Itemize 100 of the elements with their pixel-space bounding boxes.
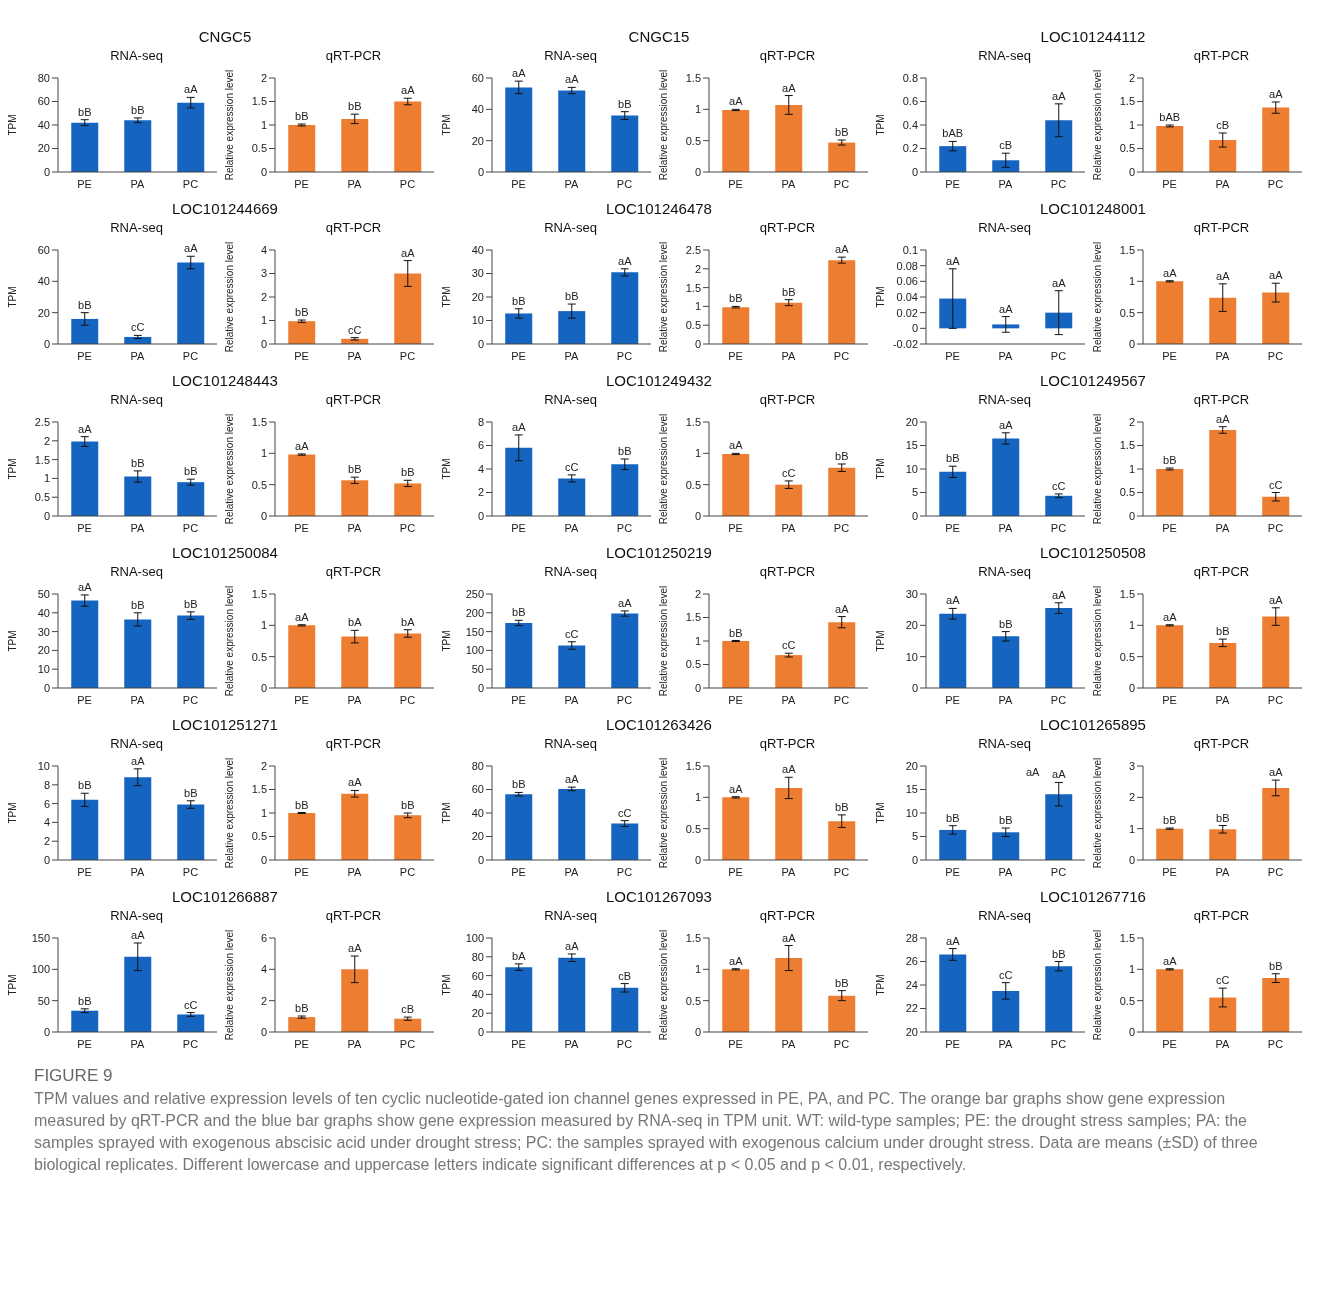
y-axis-title: Relative expression level <box>657 69 669 181</box>
data-label: bB <box>1163 814 1177 827</box>
chart-subtitle: qRT-PCR <box>324 564 383 580</box>
data-label: cC <box>131 321 145 334</box>
y-tick-label: 0 <box>911 165 918 178</box>
y-axis-title: TPM <box>6 114 18 136</box>
x-tick-label: PE <box>77 177 92 190</box>
y-tick-label: 0 <box>1128 509 1135 522</box>
x-tick-label: PE <box>77 1037 92 1050</box>
data-label: aA <box>78 580 93 593</box>
y-axis-title: TPM <box>440 974 452 996</box>
y-tick-label: 0 <box>260 165 267 178</box>
y-tick-label: 0.5 <box>685 319 701 332</box>
bar <box>1262 616 1290 688</box>
data-label: bB <box>78 105 92 118</box>
y-tick-label: 0.02 <box>896 306 918 319</box>
data-label: aA <box>1052 588 1067 601</box>
x-tick-label: PA <box>998 1037 1014 1050</box>
y-tick-label: 0.5 <box>251 830 267 843</box>
x-tick-label: PC <box>1050 1037 1067 1050</box>
y-tick-label: 20 <box>905 1025 918 1038</box>
y-tick-label: 1 <box>1128 118 1135 131</box>
y-tick-label: 1.5 <box>685 759 701 772</box>
chart-subtitle: RNA-seq <box>109 564 164 580</box>
x-tick-label: PA <box>781 1037 797 1050</box>
y-tick-label: 0.5 <box>1119 142 1135 155</box>
bar <box>611 272 639 344</box>
y-tick-label: 20 <box>905 759 918 772</box>
x-tick-label: PA <box>347 177 363 190</box>
data-label: aA <box>999 302 1014 315</box>
bar <box>1209 829 1237 860</box>
y-tick-label: 1 <box>260 118 267 131</box>
bar <box>1262 978 1290 1032</box>
y-tick-label: 0.5 <box>1119 650 1135 663</box>
bar <box>1045 495 1073 516</box>
data-label: aA <box>184 242 199 255</box>
y-tick-label: 0.04 <box>896 290 918 303</box>
x-tick-label: PC <box>1267 1037 1284 1050</box>
data-label: cC <box>565 460 579 473</box>
x-tick-label: PE <box>728 865 743 878</box>
y-tick-label: 40 <box>37 275 50 288</box>
data-label: cB <box>1216 118 1230 131</box>
y-axis-title: TPM <box>6 458 18 480</box>
chart-title: CNGC15 <box>627 28 691 45</box>
y-tick-label: 0 <box>694 853 701 866</box>
y-tick-label: 10 <box>905 806 918 819</box>
y-tick-label: 2 <box>43 434 50 447</box>
chart-subtitle: RNA-seq <box>543 736 598 752</box>
y-tick-label: 1.5 <box>1119 439 1135 452</box>
chart-subtitle: qRT-PCR <box>1192 564 1251 580</box>
bar <box>611 987 639 1032</box>
y-tick-label: 0.5 <box>1119 306 1135 319</box>
y-tick-label: 0.5 <box>685 822 701 835</box>
x-tick-label: PC <box>616 177 633 190</box>
y-tick-label: 10 <box>905 650 918 663</box>
y-tick-label: 0 <box>911 509 918 522</box>
y-tick-label: 1 <box>694 447 701 460</box>
chart-subtitle: qRT-PCR <box>758 564 817 580</box>
bar <box>71 600 99 688</box>
bar <box>124 619 152 688</box>
x-tick-label: PE <box>728 349 743 362</box>
y-tick-label: 6 <box>260 931 267 944</box>
y-axis-title: Relative expression level <box>657 241 669 353</box>
chart-title: LOC101244112 <box>1039 28 1147 45</box>
y-tick-label: 4 <box>260 243 267 256</box>
y-tick-label: 6 <box>43 797 50 810</box>
x-tick-label: PC <box>616 1037 633 1050</box>
bar <box>722 453 750 516</box>
data-label: aA <box>1163 954 1178 967</box>
bar <box>71 1010 99 1032</box>
data-label: aA <box>782 931 797 944</box>
bar <box>1209 140 1237 172</box>
bar <box>288 321 316 344</box>
y-tick-label: 4 <box>477 462 484 475</box>
y-tick-label: 150 <box>465 625 484 638</box>
y-tick-label: 2 <box>1128 71 1135 84</box>
y-axis-title: Relative expression level <box>1091 413 1103 525</box>
y-tick-label: 22 <box>905 1002 918 1015</box>
bar <box>505 447 533 516</box>
y-tick-label: 0 <box>43 509 50 522</box>
y-tick-label: 0 <box>260 681 267 694</box>
data-label: aA <box>1269 269 1284 282</box>
y-tick-label: 0.08 <box>896 259 918 272</box>
text: FIGURE 9 <box>34 1066 114 1086</box>
data-label: aA <box>184 83 199 96</box>
bar <box>939 829 967 860</box>
x-tick-label: PE <box>77 693 92 706</box>
y-tick-label: 0 <box>260 337 267 350</box>
x-tick-label: PE <box>728 177 743 190</box>
chart-title: LOC101251271 <box>171 716 279 733</box>
data-label: aA <box>295 439 310 452</box>
y-tick-label: 8 <box>477 415 484 428</box>
x-tick-label: PC <box>1050 521 1067 534</box>
y-tick-label: 10 <box>37 759 50 772</box>
x-tick-label: PC <box>1050 349 1067 362</box>
y-tick-label: 0.06 <box>896 275 918 288</box>
data-label: aA <box>565 939 580 952</box>
y-tick-label: 1.5 <box>685 71 701 84</box>
x-tick-label: PC <box>616 349 633 362</box>
y-tick-label: 0 <box>694 337 701 350</box>
